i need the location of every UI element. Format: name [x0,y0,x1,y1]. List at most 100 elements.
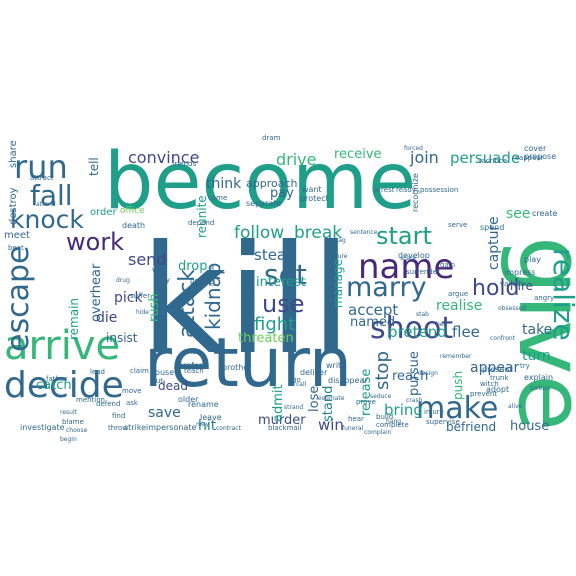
word-hang: hang [386,418,401,425]
word-send: send [128,250,166,269]
word-drive: drive [276,150,317,169]
word-pick: pick [114,290,143,306]
word-ask: ask [126,399,139,407]
word-propose: propose [524,152,556,161]
word-befriend: befriend [446,420,496,434]
word-forced: forced [404,145,423,152]
word-attract: attract [30,174,54,182]
word-may: may [196,421,210,428]
word-share: share [8,140,19,168]
word-release: release [359,369,374,416]
word-include: include [209,264,216,286]
word-set: set [264,258,307,291]
word-complain: complain [364,429,392,436]
word-separate: separate [246,199,281,208]
word-supervise: supervise [426,418,460,426]
word-stab: stab [416,311,429,318]
word-admit: admit [271,384,286,422]
word-return: return [144,324,352,403]
word-older: older [178,395,199,404]
word-injure: injure [424,408,444,416]
word-drop: drop [178,259,208,274]
word-ride: ride [188,349,200,356]
word-obsessed: obsessed [498,305,526,312]
word-receive: receive [334,147,382,162]
word-suffer: suffer [130,292,150,300]
word-pursue: pursue [407,351,422,396]
word-house: house [510,419,549,434]
word-pay: pay [270,186,294,201]
word-save: save [148,405,181,421]
word-attend: attend [36,201,56,208]
word-stand: stand [321,386,336,422]
word-use: use [262,290,304,318]
word-mention: mention [76,396,105,404]
word-pretend: pretend [388,323,447,341]
word-seduce: seduce [370,393,392,400]
word-order: order [90,207,118,218]
word-depend: depend [188,219,214,227]
word-cover: cover [524,144,547,153]
word-tag: tag [336,237,346,244]
word-death: death [122,221,145,230]
word-fight: fight [254,314,295,335]
word-run: run [14,148,68,186]
word-name: name [358,247,454,287]
word-recognize: recognize [411,173,420,212]
word-gain: gain [440,261,455,269]
word-convince: convince [128,148,199,167]
word-lead: lead [90,368,105,376]
word-beat: beat [8,244,24,252]
word-marry: marry [346,272,427,303]
word-push: push [451,371,465,400]
word-give: give [498,236,576,431]
word-friends: friends [172,160,196,168]
word-threaten: threaten [238,331,294,346]
word-start: start [376,222,432,250]
word-prove: prove [356,398,376,406]
word-hear: hear [348,415,364,423]
word-deliver: deliver [300,368,328,377]
word-develop: develop [398,251,430,260]
word-kill: kill [140,214,352,388]
word-steal: steal [254,246,290,264]
word-impersonate: impersonate [146,423,196,432]
word-blame: blame [62,418,84,426]
word-escape: escape [1,246,36,352]
word-impress: impress [504,268,535,277]
word-realize: realize [547,248,576,341]
word-explain: explain [524,373,553,382]
word-think: think [206,176,242,192]
word-disappear: disappear [328,376,368,385]
word-follow: follow [234,223,284,243]
word-write: write [326,361,346,370]
word-complete: complete [376,421,409,429]
word-present: present [482,365,512,374]
word-try: try [520,362,530,370]
word-kidnap: kidnap [201,263,225,330]
word-accept: accept [348,301,398,319]
word-defend: defend [96,400,120,408]
word-remain: remain [67,298,81,340]
word-sacrifice: sacrifice [478,157,507,165]
word-capture: capture [486,216,502,270]
word-insist: insist [106,331,138,345]
word-brother: brother [222,363,252,372]
word-join: join [409,148,439,167]
word-overhear: overhear [89,263,104,322]
word-surrender: surrender [406,268,440,276]
word-drug: drug [116,277,130,284]
word-manage: manage [331,259,345,308]
word-tell: tell [87,157,101,176]
word-hire: hire [510,279,533,293]
word-play: play [524,255,541,264]
word-find: find [112,412,125,420]
word-ready: ready [396,186,416,194]
word-rush: rush [147,293,162,322]
word-claim: claim [130,367,149,375]
word-reappear: reappear [512,154,544,162]
word-hit: hit [198,418,217,434]
